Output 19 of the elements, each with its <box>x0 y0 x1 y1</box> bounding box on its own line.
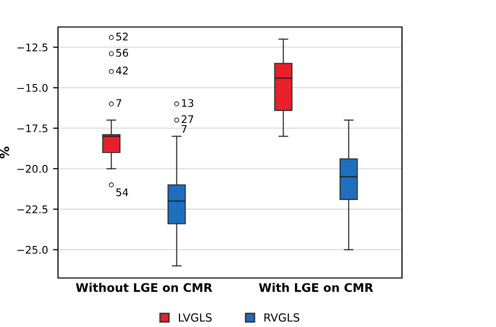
x-tick-label: Without LGE on CMR <box>76 282 212 292</box>
y-tick-label: −25.0 <box>17 246 48 254</box>
annotation: 13 <box>182 99 194 107</box>
annotation: 52 <box>116 32 128 41</box>
annotation: 56 <box>116 48 128 57</box>
legend-label: RVGLS <box>264 313 300 322</box>
legend-label: LVGLS <box>178 313 212 322</box>
y-axis-title: % <box>0 146 10 158</box>
annotation: 42 <box>116 66 128 74</box>
annotation: 7 <box>116 99 122 107</box>
annotation: 27 <box>182 115 194 123</box>
y-tick-label: −20.0 <box>17 164 48 173</box>
y-tick-label: −15.0 <box>17 84 48 92</box>
y-tick-label: −12.5 <box>17 43 48 52</box>
annotation: 7 <box>182 125 187 133</box>
y-tick-label: −17.5 <box>17 124 48 132</box>
x-tick-label: With LGE on CMR <box>258 282 374 292</box>
annotation: 54 <box>116 188 128 196</box>
y-tick-label: −22.5 <box>17 205 48 214</box>
